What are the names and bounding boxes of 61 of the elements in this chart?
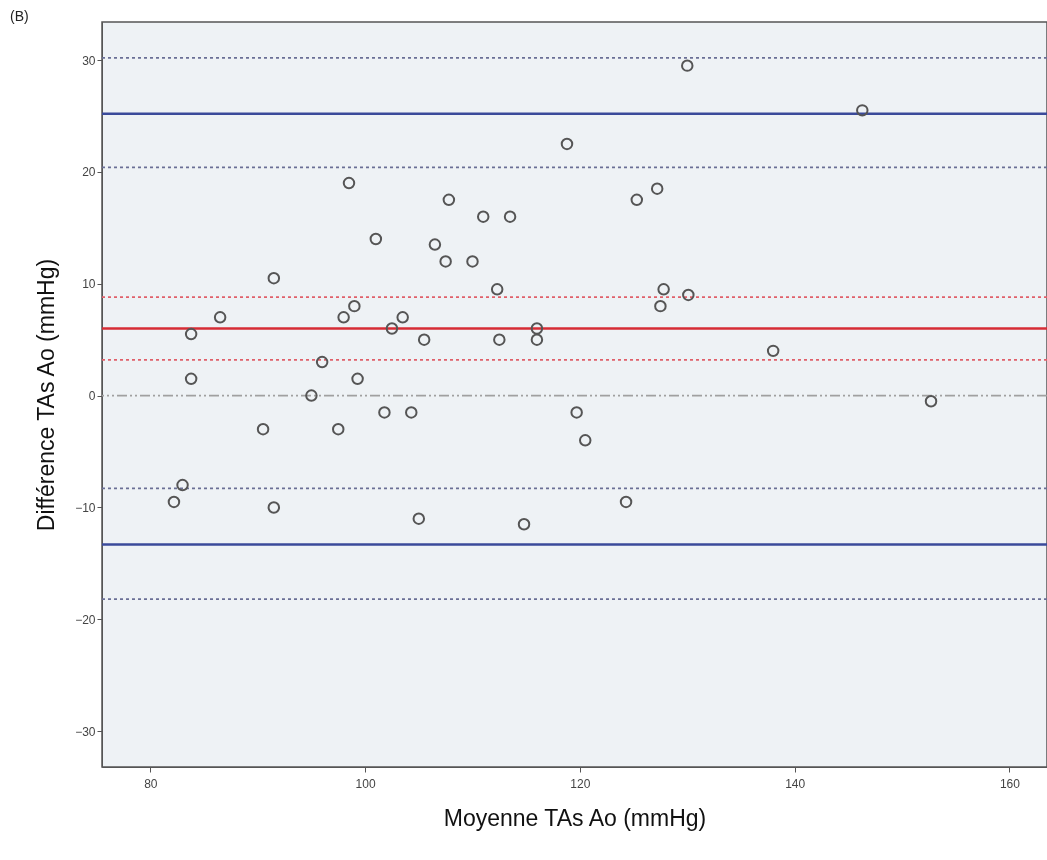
point <box>337 311 350 324</box>
x-tick-label: 140 <box>785 776 806 791</box>
point <box>378 406 391 419</box>
point <box>578 434 592 447</box>
point <box>332 422 345 436</box>
point <box>503 210 517 223</box>
point <box>396 311 409 324</box>
x-tick-label: 80 <box>144 776 158 791</box>
x-axis-title: Moyenne TAs Ao (mmHg) <box>443 804 707 831</box>
y-tick-label: −20 <box>75 612 96 627</box>
point <box>267 501 281 514</box>
y-tick-label: 0 <box>88 389 96 404</box>
x-tick-label: 100 <box>355 776 376 791</box>
point <box>417 333 431 346</box>
point <box>570 406 583 419</box>
y-tick-label: 30 <box>82 53 96 68</box>
point <box>681 59 694 72</box>
point <box>256 422 270 436</box>
point <box>315 355 329 369</box>
y-tick-label: 10 <box>82 277 96 292</box>
y-tick-label: −30 <box>75 724 96 739</box>
point <box>630 193 644 207</box>
point <box>490 283 504 296</box>
point <box>167 495 181 509</box>
point <box>856 104 869 117</box>
point <box>654 299 667 313</box>
point <box>466 255 479 268</box>
point <box>530 322 544 335</box>
point <box>560 137 574 151</box>
point <box>385 322 399 335</box>
point <box>657 283 670 296</box>
point <box>517 518 531 531</box>
point <box>428 238 442 251</box>
point <box>493 333 506 346</box>
point <box>267 271 281 285</box>
x-tick-label: 160 <box>999 776 1021 791</box>
point <box>412 512 426 525</box>
point <box>442 193 456 207</box>
point <box>476 210 490 223</box>
point <box>184 372 198 386</box>
point <box>184 327 198 341</box>
point <box>405 406 418 419</box>
point <box>351 372 364 386</box>
x-tick-label: 120 <box>570 776 591 791</box>
point <box>176 478 189 492</box>
point <box>369 232 383 246</box>
y-tick-label: 20 <box>82 165 96 180</box>
point <box>342 176 356 190</box>
point <box>305 389 318 402</box>
point <box>766 344 780 358</box>
point <box>619 495 633 509</box>
point <box>348 299 361 313</box>
point <box>530 333 544 346</box>
point <box>682 288 695 302</box>
point <box>924 394 938 408</box>
y-axis-title: Différence TAs Ao (mmHg) <box>33 258 60 532</box>
y-tick-label: −10 <box>75 500 96 515</box>
point <box>650 182 664 195</box>
point <box>213 311 227 324</box>
point <box>439 255 452 268</box>
text: (B) <box>10 8 29 24</box>
